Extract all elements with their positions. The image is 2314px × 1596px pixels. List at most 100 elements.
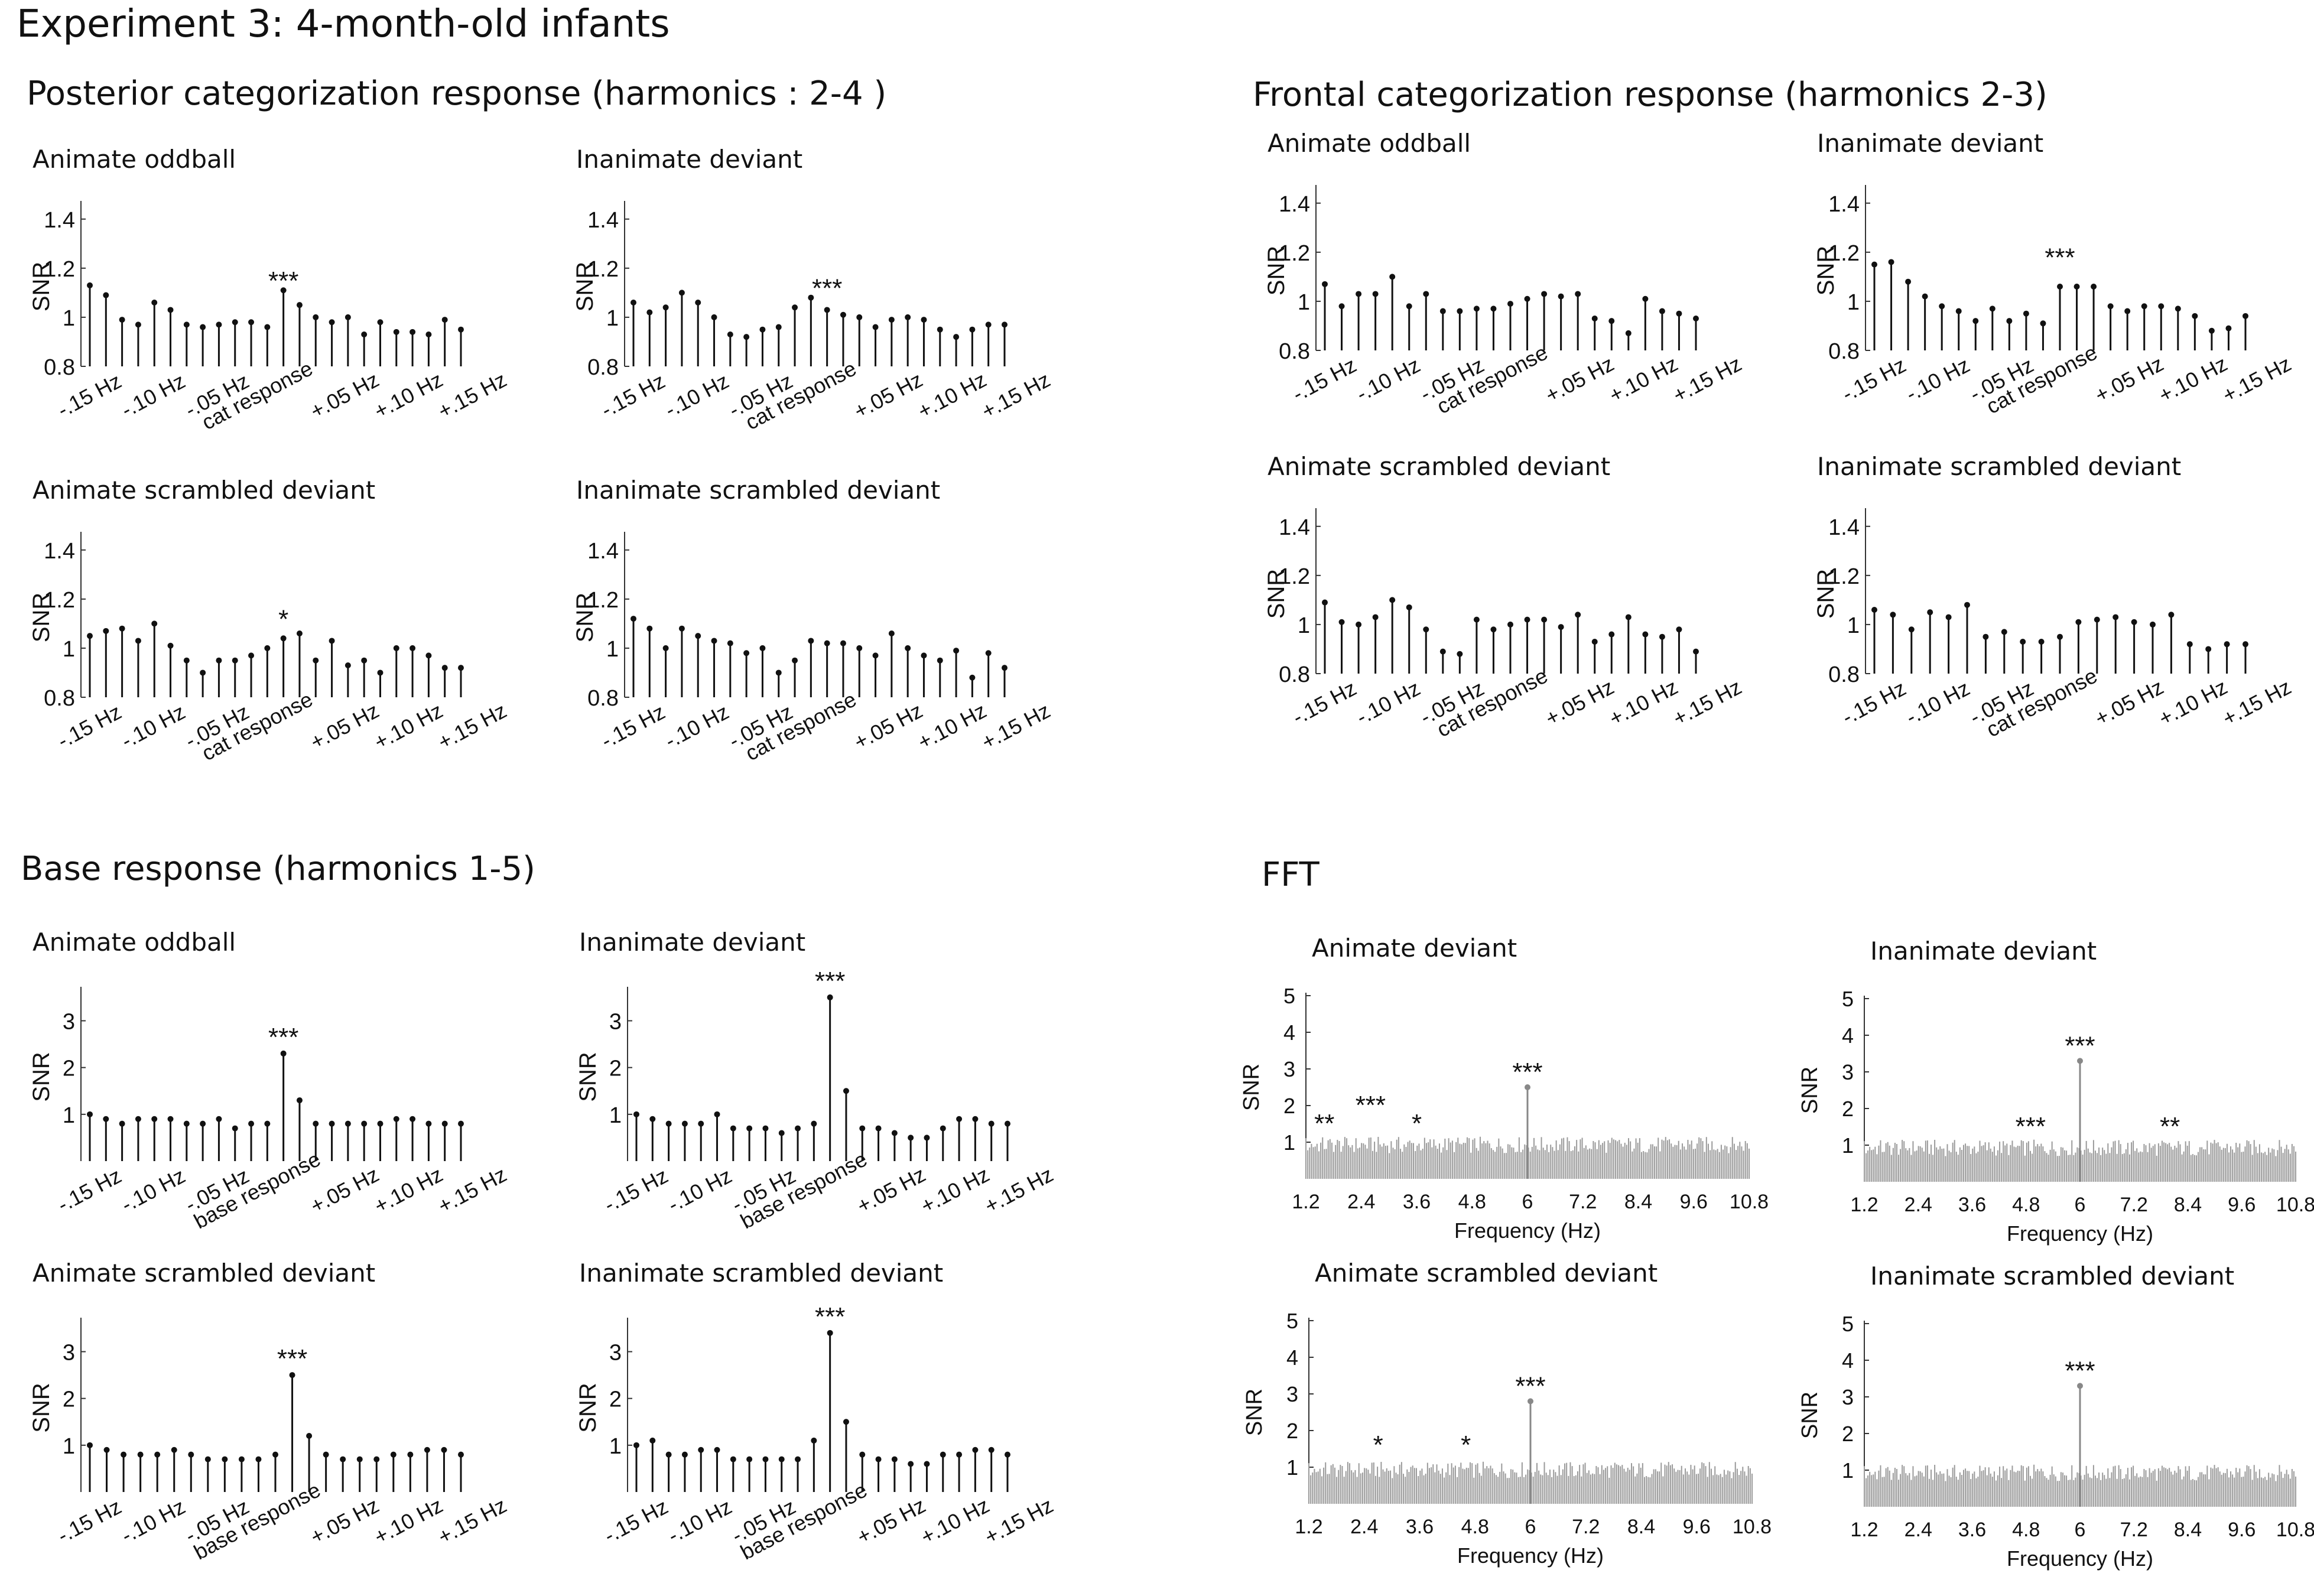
bar-marker <box>908 1461 914 1467</box>
bar-marker <box>2186 641 2193 648</box>
y-axis-label: SNR <box>1798 1392 1822 1439</box>
y-tick-label: 3 <box>63 1341 75 1366</box>
bar-marker <box>1982 633 1989 640</box>
bar-marker <box>2094 616 2100 623</box>
bar-marker <box>633 1111 639 1117</box>
y-axis-label: SNR <box>575 1052 601 1101</box>
y-tick-label: 1 <box>606 306 619 331</box>
bar-marker <box>985 650 992 656</box>
x-tick-label: +.15 Hz <box>434 1493 511 1549</box>
bar-marker <box>2192 313 2198 319</box>
bar-marker <box>1389 597 1396 603</box>
bar-marker <box>1659 308 1665 314</box>
bar-marker <box>313 657 319 664</box>
x-tick-label: +.05 Hz <box>306 368 383 424</box>
bar-marker <box>843 1088 849 1094</box>
bar-marker <box>1473 305 1480 312</box>
y-axis-label: SNR <box>1263 246 1289 295</box>
x-tick-label: 4.8 <box>1461 1516 1489 1538</box>
bar-marker <box>953 648 960 654</box>
bar-marker <box>1575 612 1581 618</box>
bar-marker <box>778 1456 785 1462</box>
panel-title: Animate oddball <box>32 145 236 174</box>
bar-marker <box>361 657 368 664</box>
chart-panel-fft-inanimate-deviant: Inanimate deviant 1 2 3 4 5 SNR 1.2 2.4 3.6 4.8 6 7… <box>1782 937 2314 1256</box>
bar-marker <box>2020 639 2026 645</box>
bar-marker <box>2038 639 2045 645</box>
bar-marker <box>1005 1120 1010 1127</box>
y-tick-label: 1.2 <box>1279 564 1310 589</box>
bar-marker <box>2075 619 2082 625</box>
x-tick-label: 8.4 <box>1627 1516 1655 1538</box>
chart-panel-fft-inanimate-scrambled: Inanimate scrambled deviant 1 2 3 4 5 SNR 1.2 2… <box>1782 1262 2314 1584</box>
bar-marker <box>425 331 432 337</box>
bar-marker <box>972 1447 979 1453</box>
y-axis-label: SNR <box>572 593 598 642</box>
y-tick-label: 2 <box>63 1387 75 1412</box>
chart-panel-posterior-inanimate-scrambled: Inanimate scrambled deviant 0.8 1 1.2 1.4 SN… <box>572 476 1078 807</box>
x-tick-label: 7.2 <box>1572 1516 1600 1538</box>
significance-annotation: *** <box>268 266 298 295</box>
y-tick-label: 1 <box>1283 1130 1295 1155</box>
bar-marker <box>2205 646 2212 652</box>
section-title-fft: FFT <box>1262 856 1320 894</box>
bar-marker <box>792 657 798 664</box>
y-tick-label: 1 <box>609 1434 622 1459</box>
x-tick-label: 8.4 <box>2174 1519 2202 1541</box>
x-tick-label: 3.6 <box>1403 1191 1431 1213</box>
significance-annotation: * <box>278 604 288 633</box>
bar-marker <box>811 1120 817 1127</box>
bar-marker <box>264 1120 271 1127</box>
x-tick-label: 10.8 <box>1730 1191 1769 1213</box>
bar-marker <box>119 1120 125 1127</box>
bar-marker <box>410 1116 416 1122</box>
bar-marker <box>329 1120 335 1127</box>
bar-marker <box>377 669 384 676</box>
x-tick-label: 2.4 <box>1347 1191 1375 1213</box>
x-tick-label: +.10 Hz <box>370 1493 447 1549</box>
y-axis-label: SNR <box>575 1383 601 1432</box>
bar-marker <box>200 1120 206 1127</box>
bar-marker <box>859 1125 866 1132</box>
bar-marker <box>2124 308 2131 314</box>
bar-marker <box>1541 291 1548 297</box>
bar-marker <box>296 302 303 308</box>
bar-marker <box>87 1442 93 1448</box>
x-tick-label: -.10 Hz <box>1352 353 1424 407</box>
x-tick-label: +.10 Hz <box>916 1162 993 1218</box>
bar-marker <box>808 638 814 644</box>
bar-marker <box>344 662 351 668</box>
bar-marker <box>280 287 287 294</box>
chart-panel-base-inanimate-deviant: Inanimate deviant 1 2 3 SNR -.15 Hz -.10 Hz -.… <box>575 928 1081 1259</box>
bar-marker <box>730 1125 736 1132</box>
x-tick-label: -.10 Hz <box>1902 353 1974 407</box>
x-tick-label: +.15 Hz <box>434 1162 511 1218</box>
bar-marker <box>630 616 636 622</box>
x-tick-label: +.10 Hz <box>2154 352 2231 408</box>
y-tick-label: 1 <box>1842 1458 1854 1483</box>
x-tick-label: 6 <box>1522 1191 1533 1213</box>
bar-marker <box>183 321 190 328</box>
bar-marker <box>410 645 416 651</box>
bar-marker <box>714 1111 720 1117</box>
y-tick-label: 1 <box>1298 290 1310 315</box>
bar-marker <box>775 324 782 330</box>
bar-marker <box>2023 310 2029 317</box>
significance-annotation: ** <box>2160 1112 2180 1141</box>
bar-marker <box>1389 274 1396 280</box>
bar-marker <box>827 994 833 1000</box>
significance-annotation: *** <box>1512 1058 1542 1087</box>
y-tick-label: 3 <box>1286 1382 1298 1406</box>
bar-marker <box>200 324 206 330</box>
y-tick-label: 0.8 <box>587 355 619 380</box>
bar-marker <box>1922 293 1928 300</box>
bar-marker <box>727 331 733 337</box>
y-tick-label: 1 <box>606 637 619 662</box>
bar-marker <box>458 665 464 671</box>
x-tick-label: 6 <box>1525 1516 1536 1538</box>
bar-marker <box>1558 624 1564 630</box>
x-tick-label: +.15 Hz <box>434 368 511 424</box>
y-axis-label: SNR <box>1263 569 1289 619</box>
bar-marker <box>1927 609 1933 616</box>
